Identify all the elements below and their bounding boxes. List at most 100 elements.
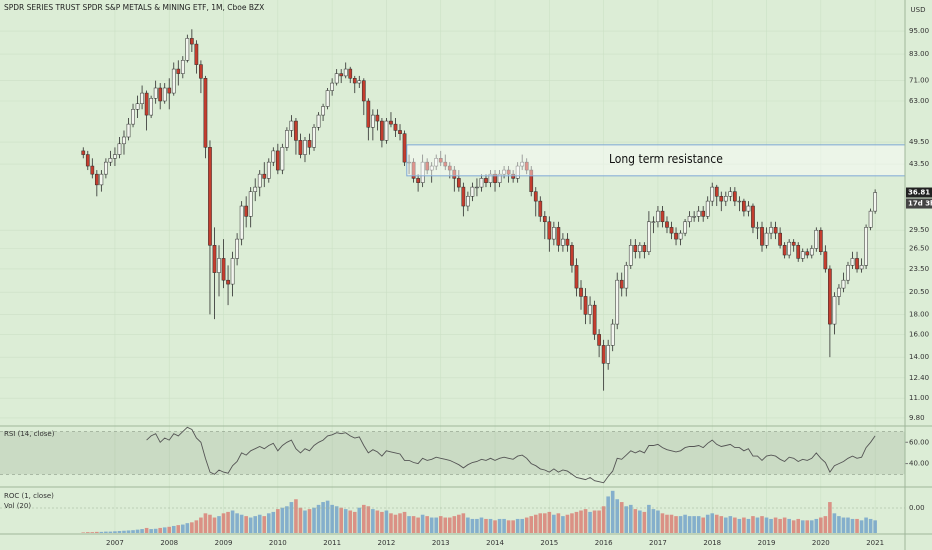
volume-bar [235, 513, 239, 533]
candle-body [683, 221, 687, 234]
volume-bar [457, 514, 461, 533]
candle-body [208, 147, 212, 246]
candle-body [113, 154, 117, 159]
volume-bar [624, 506, 629, 533]
candle-body [262, 173, 267, 179]
y-tick-label: 29.50 [909, 226, 929, 234]
volume-bar [108, 531, 113, 533]
candle-body [271, 150, 276, 163]
candle-body [348, 68, 353, 79]
candle-body [601, 345, 606, 364]
candle-body [289, 120, 294, 131]
volume-bar [343, 509, 348, 533]
volume-bar [728, 516, 733, 533]
candle-body [126, 123, 131, 138]
candle-body [393, 123, 398, 131]
candle-body [742, 200, 746, 212]
volume-bar [271, 511, 276, 533]
volume-bar [484, 518, 488, 533]
volume-bar [601, 506, 606, 533]
candle-body [411, 161, 416, 179]
candle-body [81, 150, 86, 155]
x-tick-label: 2011 [323, 539, 341, 547]
candle-body [380, 120, 384, 141]
volume-bar [280, 507, 285, 533]
candle-body [257, 173, 262, 188]
candle-body [524, 161, 529, 171]
volume-bar [316, 504, 321, 533]
volume-bar [633, 509, 638, 533]
volume-bar [746, 518, 751, 533]
volume-bar [294, 499, 298, 533]
candle-body [244, 205, 249, 217]
candle-body [131, 109, 135, 125]
volume-bar [574, 511, 579, 533]
candle-body [162, 87, 167, 102]
candle-body [389, 120, 393, 125]
candle-body [190, 38, 194, 45]
volume-bar [628, 504, 633, 533]
volume-bar [773, 517, 778, 533]
candle-body [303, 140, 307, 155]
candle-body [764, 232, 769, 246]
rsi-tick-label: 40.00 [909, 460, 929, 468]
volume-bar [348, 510, 353, 533]
candle-body [628, 245, 633, 266]
x-tick-label: 2021 [866, 539, 884, 547]
candle-body [787, 241, 792, 256]
volume-bar [524, 517, 529, 533]
volume-bar [778, 518, 782, 533]
volume-bar [533, 514, 538, 533]
volume-bar [380, 511, 384, 533]
volume-bar [212, 517, 217, 533]
candle-body [461, 186, 466, 207]
volume-bar [248, 517, 253, 533]
x-tick-label: 2007 [106, 539, 124, 547]
volume-bar [764, 517, 769, 533]
volume-bar [760, 516, 764, 533]
candle-body [398, 130, 402, 134]
candle-body [416, 178, 420, 183]
volume-bar [696, 516, 701, 533]
candle-body [837, 287, 841, 297]
candle-body [407, 161, 411, 164]
volume-bar [588, 511, 592, 533]
volume-bar [257, 514, 262, 533]
volume-bar [402, 511, 407, 533]
candle-body [217, 258, 221, 273]
volume-bar [181, 524, 185, 533]
candle-body [104, 161, 108, 175]
y-tick-label: 23.50 [909, 265, 929, 273]
volume-bar [362, 504, 366, 533]
y-tick-label: 16.00 [909, 330, 929, 338]
volume-bar [375, 510, 380, 533]
volume-bar [461, 513, 466, 533]
candle-body [447, 165, 452, 171]
candle-body [533, 191, 538, 202]
volume-bar [701, 517, 705, 533]
candle-body [800, 251, 805, 259]
candle-body [180, 60, 185, 74]
candle-body [99, 173, 104, 186]
candle-body [746, 205, 751, 212]
candle-body [873, 192, 877, 212]
volume-bar [828, 502, 832, 533]
candle-body [606, 345, 611, 364]
volume-bar [312, 507, 316, 533]
volume-bar [678, 516, 683, 533]
volume-bar [692, 516, 696, 533]
price-pane [81, 29, 877, 391]
volume-bar [800, 520, 805, 533]
candle-body [660, 210, 665, 223]
candle-body [167, 87, 172, 94]
candle-body [832, 296, 837, 325]
y-tick-label: 12.40 [909, 374, 929, 382]
candle-body [687, 216, 692, 223]
volume-bar [131, 530, 135, 533]
volume-bar [334, 506, 339, 533]
volume-bar [135, 529, 140, 533]
candle-body [782, 245, 787, 256]
volume-bar [733, 517, 737, 533]
candle-body [420, 161, 425, 183]
candle-body [678, 232, 683, 240]
